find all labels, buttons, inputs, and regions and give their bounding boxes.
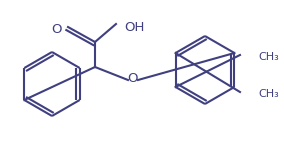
Text: CH₃: CH₃ [258, 52, 279, 62]
Text: O: O [51, 22, 62, 36]
Text: OH: OH [124, 21, 144, 33]
Text: O: O [128, 73, 138, 85]
Text: CH₃: CH₃ [258, 89, 279, 99]
